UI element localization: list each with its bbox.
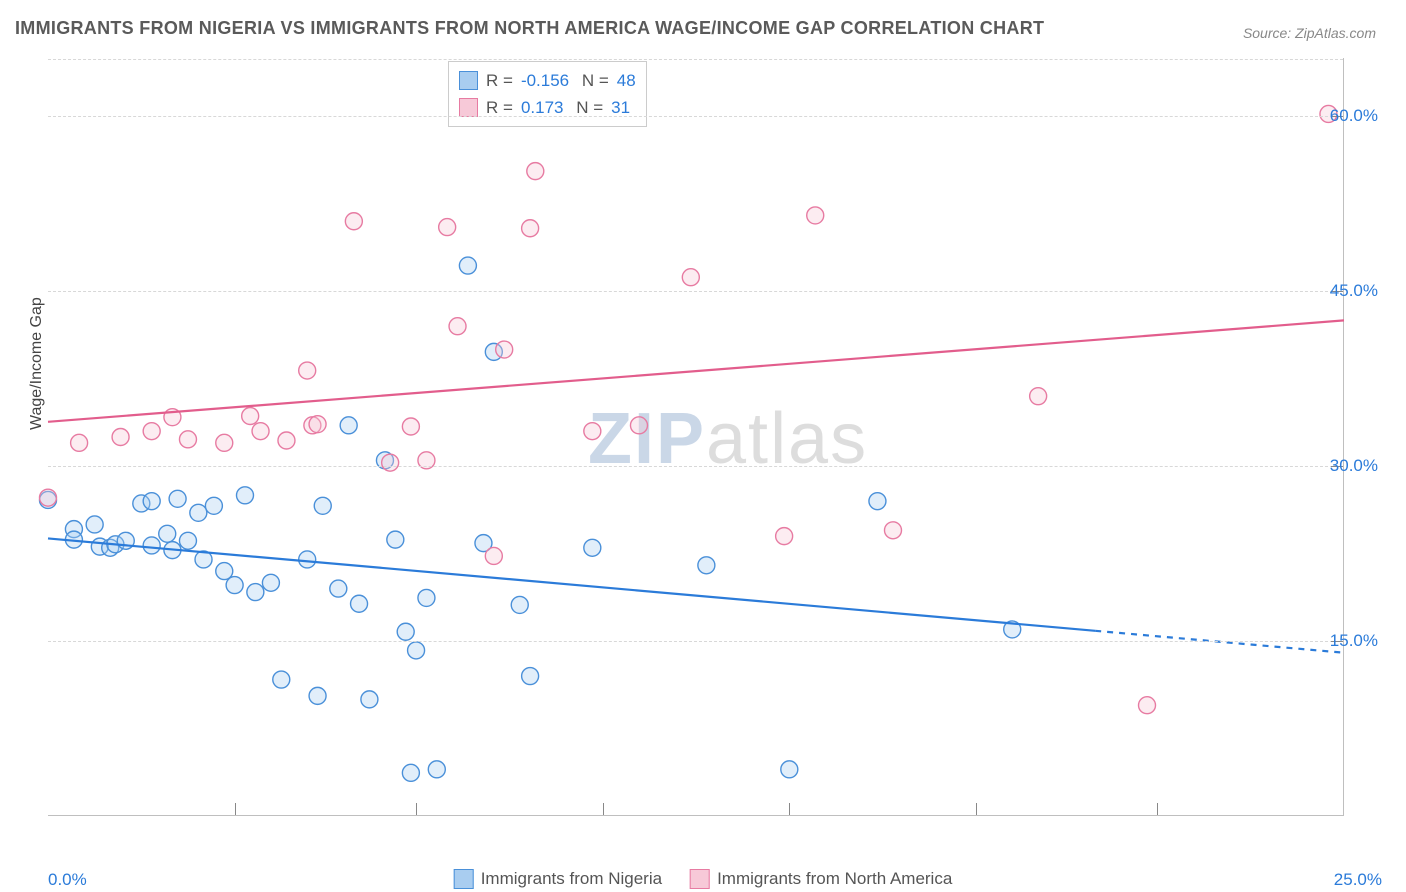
- ytick-label: 15.0%: [1330, 631, 1378, 651]
- stats-n-val-0: 48: [617, 67, 636, 94]
- plot-svg: [48, 58, 1343, 815]
- legend-swatch-0: [454, 869, 474, 889]
- legend-bottom: Immigrants from Nigeria Immigrants from …: [454, 869, 953, 889]
- stats-r-label-0: R =: [486, 67, 513, 94]
- stats-n-label-1: N =: [571, 94, 603, 121]
- xtick-label-1: 25.0%: [1334, 870, 1382, 890]
- stats-r-label-1: R =: [486, 94, 513, 121]
- chart-container: IMMIGRANTS FROM NIGERIA VS IMMIGRANTS FR…: [0, 0, 1406, 892]
- stats-r-val-1: 0.173: [521, 94, 564, 121]
- legend-swatch-1: [690, 869, 710, 889]
- chart-title: IMMIGRANTS FROM NIGERIA VS IMMIGRANTS FR…: [15, 18, 1044, 39]
- ytick-label: 30.0%: [1330, 456, 1378, 476]
- stats-n-label-0: N =: [577, 67, 609, 94]
- legend-label-0: Immigrants from Nigeria: [481, 869, 662, 889]
- stats-swatch-0: [459, 71, 478, 90]
- legend-item-0: Immigrants from Nigeria: [454, 869, 662, 889]
- legend-item-1: Immigrants from North America: [690, 869, 952, 889]
- stats-row-0: R = -0.156 N = 48: [459, 67, 636, 94]
- legend-label-1: Immigrants from North America: [717, 869, 952, 889]
- stats-swatch-1: [459, 98, 478, 117]
- ytick-label: 45.0%: [1330, 281, 1378, 301]
- plot-area: ZIPatlas R = -0.156 N = 48 R = 0.173 N =…: [48, 58, 1344, 816]
- xtick-label-0: 0.0%: [48, 870, 87, 890]
- stats-row-1: R = 0.173 N = 31: [459, 94, 636, 121]
- source-label: Source: ZipAtlas.com: [1243, 25, 1376, 41]
- stats-r-val-0: -0.156: [521, 67, 569, 94]
- y-axis-label: Wage/Income Gap: [28, 297, 46, 430]
- ytick-label: 60.0%: [1330, 106, 1378, 126]
- stats-n-val-1: 31: [611, 94, 630, 121]
- stats-legend-box: R = -0.156 N = 48 R = 0.173 N = 31: [448, 61, 647, 127]
